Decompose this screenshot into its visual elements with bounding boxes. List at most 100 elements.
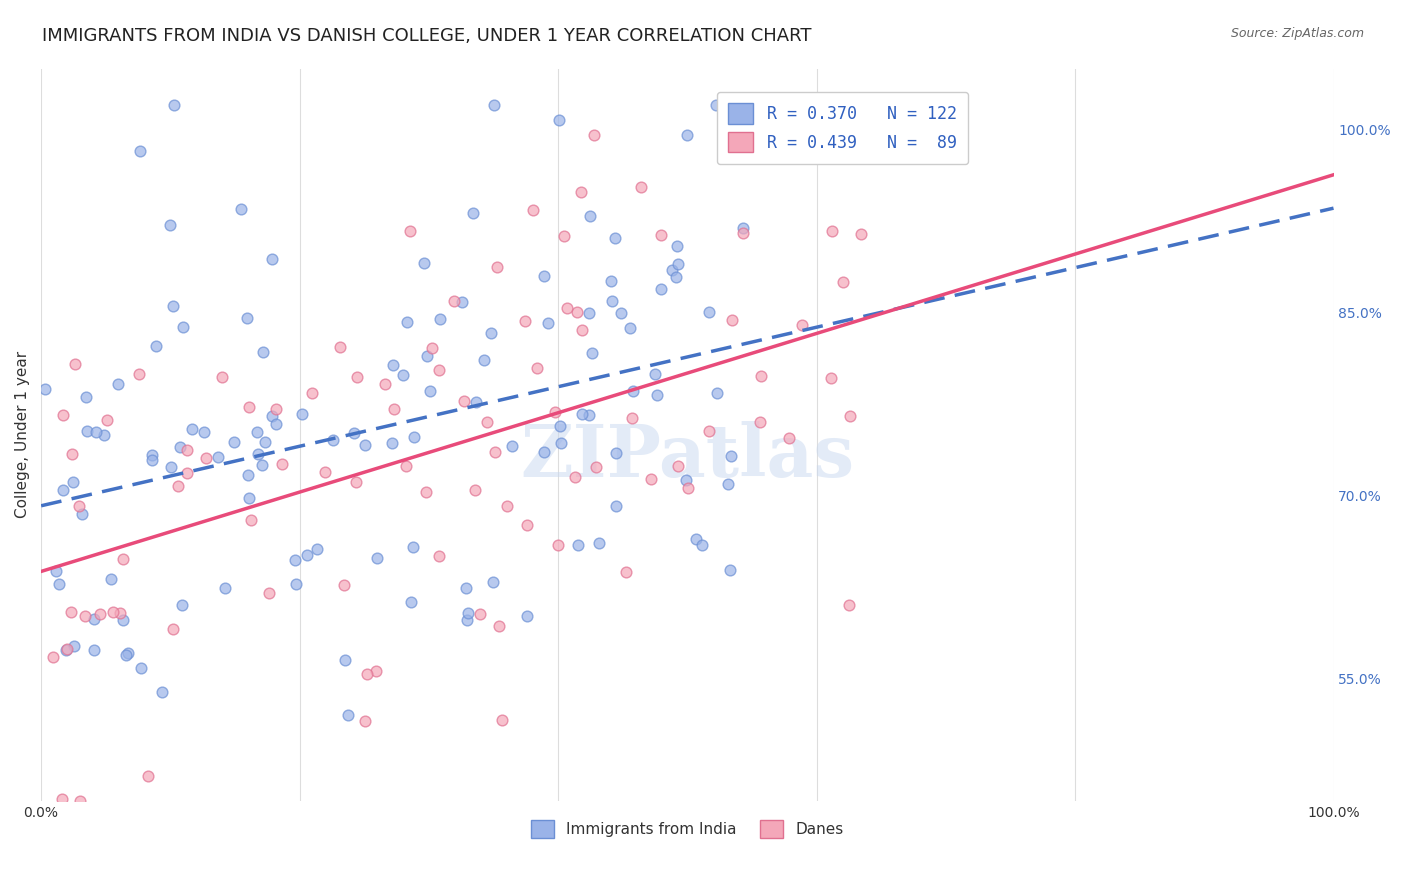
Point	[644, 367, 666, 381]
Point	[314, 466, 336, 480]
Point	[172, 598, 194, 612]
Point	[364, 664, 387, 678]
Point	[482, 574, 505, 589]
Point	[676, 128, 699, 142]
Point	[516, 518, 538, 533]
Point	[246, 425, 269, 439]
Point	[69, 794, 91, 808]
Point	[160, 459, 183, 474]
Point	[676, 481, 699, 495]
Point	[749, 368, 772, 383]
Point	[83, 643, 105, 657]
Point	[457, 606, 479, 620]
Point	[172, 319, 194, 334]
Point	[849, 227, 872, 242]
Point	[34, 382, 56, 396]
Point	[307, 541, 329, 556]
Point	[55, 641, 77, 656]
Point	[619, 321, 641, 335]
Point	[491, 713, 513, 727]
Point	[42, 649, 65, 664]
Point	[666, 459, 689, 474]
Point	[112, 552, 135, 566]
Point	[838, 409, 860, 424]
Point	[472, 353, 495, 368]
Point	[778, 431, 800, 445]
Point	[176, 466, 198, 480]
Point	[240, 513, 263, 527]
Point	[270, 457, 292, 471]
Point	[381, 436, 404, 450]
Point	[333, 652, 356, 666]
Point	[465, 395, 488, 409]
Point	[252, 345, 274, 359]
Point	[548, 112, 571, 127]
Point	[605, 446, 627, 460]
Point	[579, 209, 602, 223]
Y-axis label: College, Under 1 year: College, Under 1 year	[15, 351, 30, 518]
Point	[526, 360, 548, 375]
Point	[544, 404, 567, 418]
Point	[720, 449, 742, 463]
Point	[666, 257, 689, 271]
Point	[748, 415, 770, 429]
Point	[343, 426, 366, 441]
Point	[141, 452, 163, 467]
Point	[45, 564, 67, 578]
Point	[790, 318, 813, 333]
Point	[262, 252, 284, 266]
Point	[488, 619, 510, 633]
Point	[484, 98, 506, 112]
Point	[429, 312, 451, 326]
Point	[162, 299, 184, 313]
Point	[690, 538, 713, 552]
Point	[399, 224, 422, 238]
Point	[51, 792, 73, 806]
Point	[301, 385, 323, 400]
Point	[337, 708, 360, 723]
Point	[645, 388, 668, 402]
Point	[588, 536, 610, 550]
Point	[650, 282, 672, 296]
Point	[332, 578, 354, 592]
Point	[84, 425, 107, 439]
Point	[685, 532, 707, 546]
Point	[419, 384, 441, 398]
Point	[479, 326, 502, 341]
Point	[107, 377, 129, 392]
Point	[284, 552, 307, 566]
Point	[501, 439, 523, 453]
Point	[100, 572, 122, 586]
Point	[456, 613, 478, 627]
Point	[238, 491, 260, 505]
Point	[193, 425, 215, 440]
Point	[253, 435, 276, 450]
Point	[222, 434, 245, 449]
Point	[413, 256, 436, 270]
Point	[356, 667, 378, 681]
Point	[346, 370, 368, 384]
Point	[555, 301, 578, 316]
Point	[129, 661, 152, 675]
Point	[115, 648, 138, 662]
Point	[108, 607, 131, 621]
Point	[468, 607, 491, 622]
Point	[395, 315, 418, 329]
Point	[236, 467, 259, 482]
Point	[583, 128, 606, 142]
Point	[464, 483, 486, 497]
Point	[236, 311, 259, 326]
Point	[605, 499, 627, 513]
Point	[416, 350, 439, 364]
Point	[374, 377, 396, 392]
Point	[600, 275, 623, 289]
Point	[602, 294, 624, 309]
Point	[565, 305, 588, 319]
Point	[427, 362, 450, 376]
Point	[547, 538, 569, 552]
Point	[581, 346, 603, 360]
Point	[567, 538, 589, 552]
Point	[128, 367, 150, 381]
Point	[706, 385, 728, 400]
Point	[264, 401, 287, 416]
